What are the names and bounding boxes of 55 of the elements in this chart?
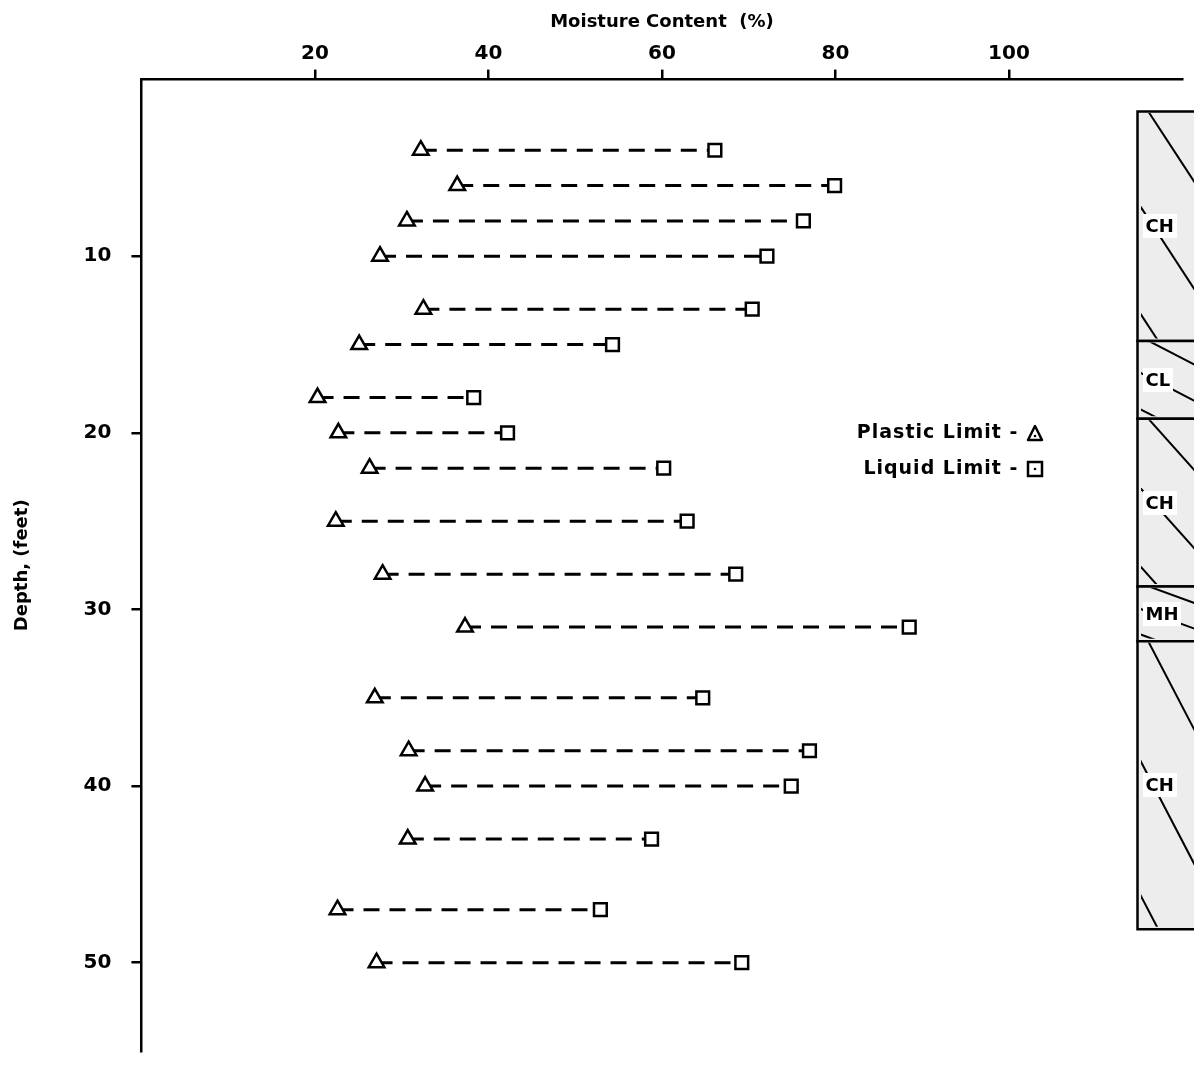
- x-tick-label: 100: [988, 39, 1030, 64]
- y-axis-title: Depth, (feet): [10, 499, 32, 632]
- point: [411, 140, 430, 156]
- y-tick-label: 10: [83, 242, 112, 267]
- band-label: CH: [1142, 214, 1177, 239]
- y-tick-label: 50: [83, 948, 112, 973]
- point: [759, 248, 775, 264]
- point: [744, 301, 760, 317]
- point: [328, 899, 347, 916]
- legend-label: Plastic Limit -: [856, 420, 1019, 442]
- x-tick-label: 60: [648, 39, 676, 64]
- x-tick-label: 80: [821, 39, 850, 64]
- point: [373, 563, 392, 580]
- point: [416, 775, 435, 792]
- point: [326, 510, 345, 527]
- y-tick-label: 30: [83, 595, 112, 620]
- point: [707, 142, 723, 158]
- point: [783, 778, 799, 794]
- point: [592, 902, 608, 918]
- point: [367, 952, 386, 969]
- point: [399, 740, 418, 757]
- band-label: CL: [1142, 367, 1174, 392]
- point: [656, 460, 672, 476]
- point: [308, 387, 327, 404]
- point: [643, 831, 660, 847]
- point: [604, 336, 621, 353]
- band-label: MH: [1142, 601, 1182, 626]
- point: [350, 334, 369, 351]
- point: [398, 828, 417, 845]
- point: [734, 955, 750, 971]
- y-tick-label: 20: [83, 419, 112, 444]
- point: [360, 457, 379, 474]
- point: [365, 687, 384, 704]
- point: [414, 298, 433, 315]
- band-label: CH: [1142, 490, 1177, 515]
- point: [901, 619, 917, 635]
- point: [499, 425, 516, 441]
- x-axis-title: Moisture Content (%): [550, 10, 774, 32]
- x-tick-label: 40: [474, 39, 503, 64]
- y-tick-label: 40: [83, 772, 112, 797]
- point: [329, 422, 348, 439]
- point: [728, 566, 744, 582]
- point: [679, 513, 695, 529]
- band-label: CH: [1142, 773, 1177, 798]
- x-tick-label: 20: [301, 39, 329, 64]
- point: [397, 210, 416, 227]
- legend-label: Liquid Limit -: [863, 456, 1019, 478]
- point: [370, 245, 390, 262]
- point: [448, 175, 467, 192]
- point: [466, 389, 482, 406]
- point: [455, 616, 475, 633]
- point: [801, 743, 818, 759]
- point: [795, 213, 811, 229]
- point: [827, 177, 843, 194]
- point: [695, 690, 711, 706]
